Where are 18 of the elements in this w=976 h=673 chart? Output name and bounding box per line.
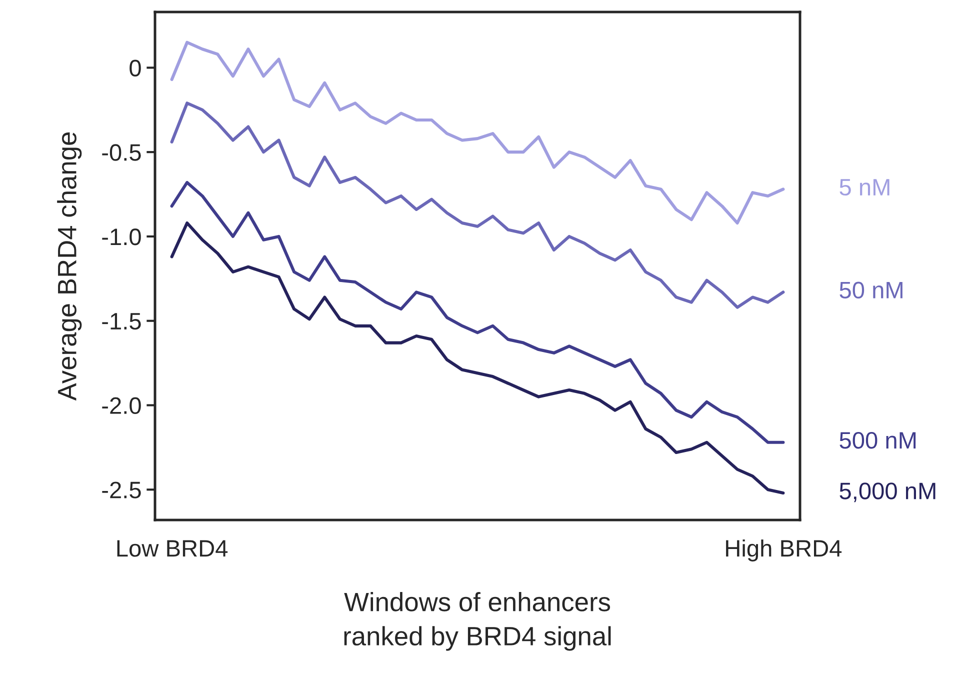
text: 5 nM — [840, 179, 890, 196]
y-tick-label: -2.0 — [102, 397, 141, 414]
y-tick-label: -1.5 — [102, 313, 141, 330]
y-axis-title: Average BRD4 change — [57, 132, 82, 401]
line-series — [170, 180, 785, 444]
x-axis-title: Windows of enhancers ranked by BRD4 signal — [344, 592, 611, 651]
line-series — [170, 40, 785, 224]
text: 50 nM — [840, 282, 902, 298]
x-tick-label: High BRD4 — [726, 539, 842, 562]
y-tick-label: 0 — [130, 60, 141, 76]
y-tick-label: -1.0 — [102, 228, 141, 246]
line-series — [170, 221, 785, 495]
x-tick-label: Low BRD4 — [117, 540, 228, 557]
y-tick-label: -2.5 — [102, 482, 141, 498]
line-series — [170, 102, 785, 309]
y-tick-label: -0.5 — [102, 144, 141, 161]
text: 5,000 nM — [840, 482, 936, 502]
text: 500 nM — [840, 432, 916, 449]
